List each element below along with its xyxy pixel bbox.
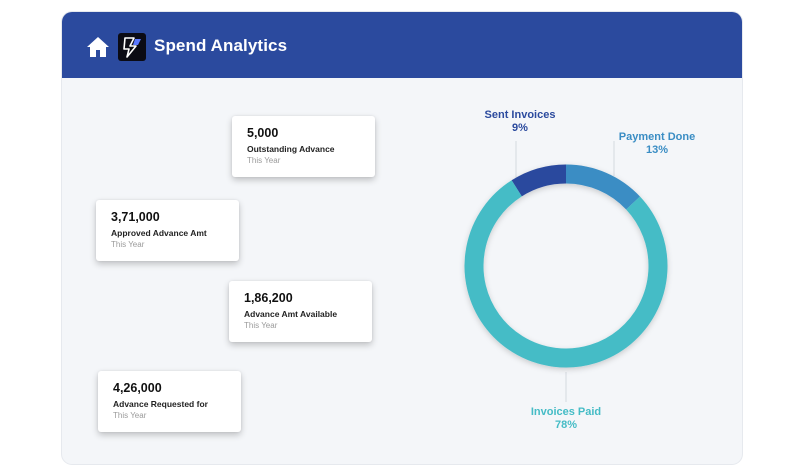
lightning-logo-icon xyxy=(118,33,146,61)
card-period: This Year xyxy=(111,240,145,249)
card-period: This Year xyxy=(113,411,147,420)
chart-label-payment-done: Payment Done 13% xyxy=(607,131,707,157)
card-period: This Year xyxy=(247,156,281,165)
card-value: 4,26,000 xyxy=(113,381,162,395)
home-icon[interactable] xyxy=(86,36,110,58)
slice-value: 9% xyxy=(512,122,528,134)
approved-advance-card[interactable]: 3,71,000 Approved Advance Amt This Year xyxy=(96,200,239,261)
advance-requested-card[interactable]: 4,26,000 Advance Requested for This Year xyxy=(98,371,241,432)
slice-name: Payment Done xyxy=(618,131,696,143)
slice-value: 78% xyxy=(554,419,578,431)
advance-available-card[interactable]: 1,86,200 Advance Amt Available This Year xyxy=(229,281,372,342)
slice-payment-done xyxy=(565,164,640,210)
card-label: Outstanding Advance xyxy=(247,144,335,154)
slice-invoices-paid xyxy=(464,180,668,368)
card-value: 5,000 xyxy=(247,126,279,140)
card-value: 1,86,200 xyxy=(244,291,293,305)
card-label: Advance Requested for xyxy=(113,399,208,409)
header-bar: Spend Analytics xyxy=(62,12,742,78)
card-value: 3,71,000 xyxy=(111,210,160,224)
card-label: Approved Advance Amt xyxy=(111,228,207,238)
slice-name: Sent Invoices xyxy=(484,109,556,121)
slice-sent-invoices xyxy=(511,164,567,197)
page-title: Spend Analytics xyxy=(154,36,288,55)
chart-label-invoices-paid: Invoices Paid 78% xyxy=(516,406,616,432)
slice-value: 13% xyxy=(645,144,669,156)
card-label: Advance Amt Available xyxy=(244,309,338,319)
card-period: This Year xyxy=(244,321,278,330)
outstanding-advance-card[interactable]: 5,000 Outstanding Advance This Year xyxy=(232,116,375,177)
slice-name: Invoices Paid xyxy=(530,406,602,418)
chart-label-sent-invoices: Sent Invoices 9% xyxy=(474,109,566,135)
